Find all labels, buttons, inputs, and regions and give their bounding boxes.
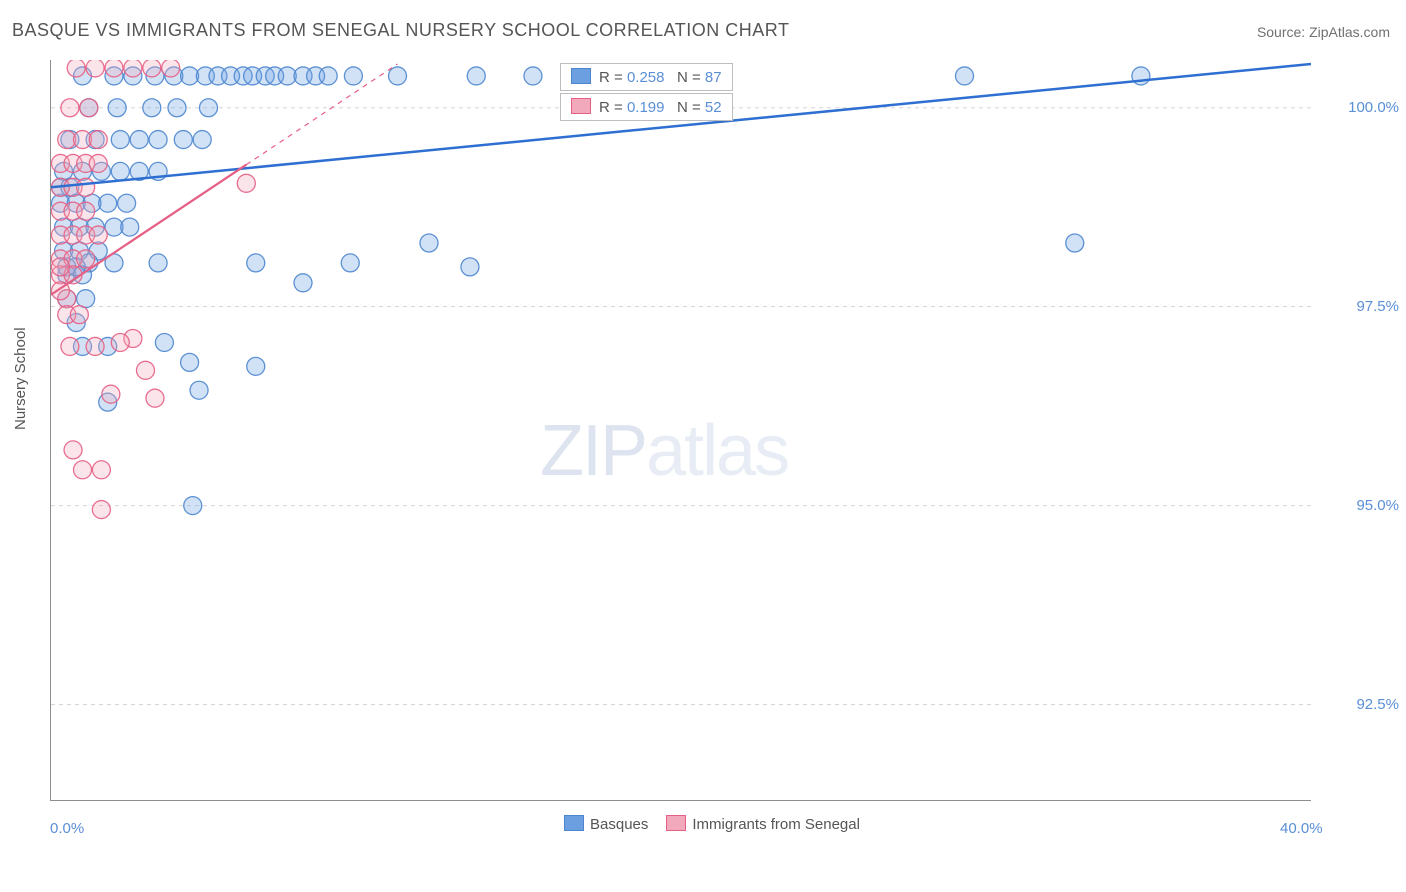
data-point-basques: [149, 131, 167, 149]
data-point-senegal: [86, 60, 104, 77]
data-point-basques: [143, 99, 161, 117]
y-axis-title: Nursery School: [12, 327, 29, 430]
plot-svg: [51, 60, 1311, 800]
swatch-senegal: [571, 98, 591, 114]
chart-title: BASQUE VS IMMIGRANTS FROM SENEGAL NURSER…: [12, 20, 789, 41]
stat-r-value: 0.258: [627, 69, 665, 86]
source-name: ZipAtlas.com: [1309, 24, 1390, 40]
legend-label-basques: Basques: [590, 816, 648, 833]
data-point-basques: [184, 497, 202, 515]
legend-swatch-basques: [564, 815, 584, 831]
legend-swatch-senegal: [666, 815, 686, 831]
data-point-basques: [181, 353, 199, 371]
data-point-basques: [118, 194, 136, 212]
data-point-senegal: [77, 250, 95, 268]
data-point-basques: [200, 99, 218, 117]
stat-r-label: R =: [599, 99, 627, 116]
data-point-basques: [956, 67, 974, 85]
y-tick-label: 95.0%: [1319, 497, 1399, 514]
data-point-basques: [344, 67, 362, 85]
data-point-senegal: [111, 333, 129, 351]
swatch-basques: [571, 68, 591, 84]
y-tick-label: 92.5%: [1319, 696, 1399, 713]
stat-n-label: N =: [664, 99, 704, 116]
stat-n-value: 87: [705, 69, 722, 86]
data-point-senegal: [80, 99, 98, 117]
data-point-basques: [99, 194, 117, 212]
y-tick-label: 97.5%: [1319, 298, 1399, 315]
data-point-senegal: [162, 60, 180, 77]
data-point-basques: [389, 67, 407, 85]
data-point-basques: [111, 131, 129, 149]
data-point-senegal: [92, 461, 110, 479]
data-point-senegal: [77, 178, 95, 196]
data-point-basques: [168, 99, 186, 117]
data-point-senegal: [61, 337, 79, 355]
data-point-basques: [130, 131, 148, 149]
legend-label-senegal: Immigrants from Senegal: [692, 816, 860, 833]
data-point-basques: [149, 254, 167, 272]
source-label: Source:: [1257, 24, 1309, 40]
data-point-senegal: [137, 361, 155, 379]
stat-box-basques: R = 0.258 N = 87: [560, 63, 733, 91]
data-point-senegal: [92, 501, 110, 519]
data-point-basques: [1066, 234, 1084, 252]
data-point-basques: [247, 357, 265, 375]
data-point-senegal: [86, 337, 104, 355]
data-point-senegal: [237, 174, 255, 192]
source-attribution: Source: ZipAtlas.com: [1257, 24, 1390, 40]
data-point-basques: [294, 274, 312, 292]
stat-n-value: 52: [705, 99, 722, 116]
stat-n-label: N =: [664, 69, 704, 86]
data-point-senegal: [89, 131, 107, 149]
data-point-basques: [467, 67, 485, 85]
stat-r-value: 0.199: [627, 99, 665, 116]
data-point-senegal: [89, 226, 107, 244]
scatter-plot-area: 100.0%97.5%95.0%92.5%: [50, 60, 1311, 801]
data-point-basques: [319, 67, 337, 85]
stat-r-label: R =: [599, 69, 627, 86]
data-point-senegal: [64, 441, 82, 459]
data-point-senegal: [146, 389, 164, 407]
data-point-basques: [193, 131, 211, 149]
legend-bottom: Basques Immigrants from Senegal: [0, 815, 1406, 833]
data-point-basques: [190, 381, 208, 399]
data-point-basques: [111, 162, 129, 180]
data-point-basques: [121, 218, 139, 236]
data-point-senegal: [89, 154, 107, 172]
data-point-senegal: [143, 60, 161, 77]
data-point-basques: [108, 99, 126, 117]
data-point-senegal: [105, 60, 123, 77]
data-point-senegal: [102, 385, 120, 403]
data-point-senegal: [51, 258, 69, 276]
data-point-senegal: [61, 99, 79, 117]
stat-box-senegal: R = 0.199 N = 52: [560, 93, 733, 121]
data-point-senegal: [70, 306, 88, 324]
data-point-senegal: [124, 60, 142, 77]
data-point-basques: [155, 333, 173, 351]
data-point-basques: [420, 234, 438, 252]
data-point-senegal: [74, 461, 92, 479]
y-tick-label: 100.0%: [1319, 99, 1399, 116]
data-point-basques: [341, 254, 359, 272]
data-point-basques: [247, 254, 265, 272]
data-point-basques: [524, 67, 542, 85]
data-point-senegal: [67, 60, 85, 77]
data-point-senegal: [77, 202, 95, 220]
data-point-basques: [461, 258, 479, 276]
data-point-basques: [174, 131, 192, 149]
